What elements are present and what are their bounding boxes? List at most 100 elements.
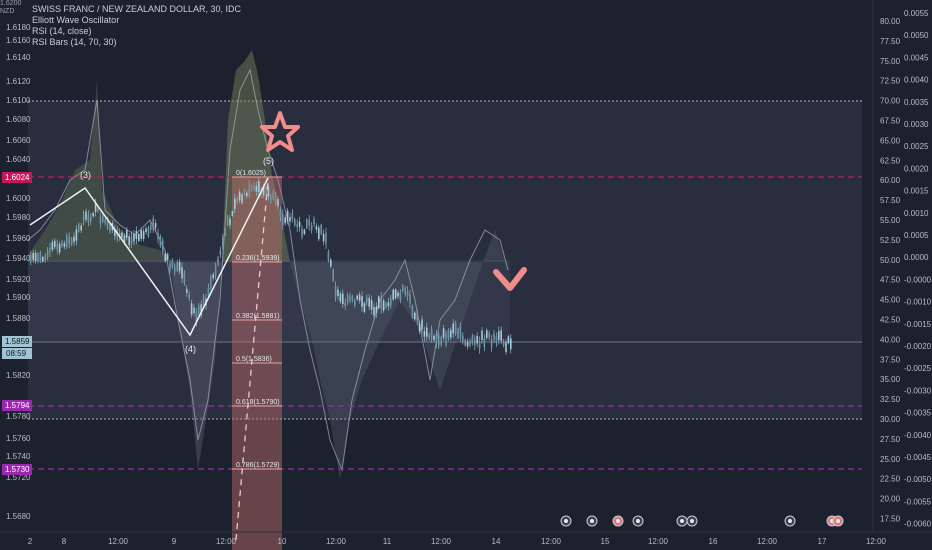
svg-text:08:59: 08:59 bbox=[6, 349, 27, 358]
candle-body bbox=[390, 298, 392, 306]
elliott-wave-line bbox=[29, 177, 269, 337]
price-tick: 1.6120 bbox=[6, 77, 31, 86]
rsi-tick: 65.00 bbox=[880, 136, 901, 145]
rsi-tick: 75.00 bbox=[880, 57, 901, 66]
price-axis[interactable]: 1.6180 1.6160 1.6140 1.6120 1.6100 1.6080 1.60… bbox=[6, 23, 31, 521]
candle-body bbox=[286, 210, 289, 222]
candle-body bbox=[474, 339, 476, 346]
candle-body bbox=[176, 262, 178, 270]
candle-body bbox=[49, 247, 51, 253]
candle-body bbox=[246, 192, 248, 197]
candle-body bbox=[135, 231, 138, 240]
candle-body bbox=[327, 251, 330, 261]
rsi-tick: 52.50 bbox=[880, 236, 901, 245]
price-axis-header: 1.6200 NZD bbox=[0, 0, 24, 16]
wave-label-3: (3) bbox=[80, 170, 91, 180]
rsi-tick: 70.00 bbox=[880, 97, 901, 106]
candle-body bbox=[34, 252, 37, 262]
ewo-tick: -0.0035 bbox=[904, 409, 932, 418]
price-tick: 1.6080 bbox=[6, 115, 31, 124]
candle-body bbox=[495, 335, 498, 344]
candle-body bbox=[445, 333, 447, 345]
candle-body bbox=[298, 221, 301, 227]
candle-body bbox=[392, 289, 394, 300]
rsi-axis[interactable]: 80.00 77.50 75.00 72.50 70.00 67.50 65.00 62.50… bbox=[880, 17, 901, 524]
time-tick: 16 bbox=[709, 537, 718, 546]
time-tick: 12:00 bbox=[431, 537, 452, 546]
candle-body bbox=[188, 293, 190, 299]
candle-body bbox=[440, 337, 442, 346]
candle-body bbox=[102, 214, 104, 223]
candle-body bbox=[46, 250, 49, 258]
candle-body bbox=[476, 336, 478, 344]
price-tick: 1.6140 bbox=[6, 53, 31, 62]
candle-body bbox=[493, 333, 495, 340]
rsi-tick: 35.00 bbox=[880, 375, 901, 384]
price-tick: 1.6100 bbox=[6, 96, 31, 105]
candle-body bbox=[70, 238, 73, 245]
candle-body bbox=[294, 218, 296, 226]
candle-body bbox=[330, 259, 332, 267]
ewo-tick: 0.0035 bbox=[904, 98, 929, 107]
time-tick: 17 bbox=[818, 537, 827, 546]
time-tick: 14 bbox=[492, 537, 501, 546]
ewo-axis[interactable]: 0.0055 0.0050 0.0045 0.0040 0.0035 0.0030 0.00… bbox=[904, 9, 932, 529]
candle-body bbox=[478, 341, 481, 349]
wave-label-4: (4) bbox=[185, 344, 196, 354]
candle-body bbox=[428, 334, 430, 339]
event-flag-dot bbox=[636, 519, 640, 523]
candle-body bbox=[447, 330, 450, 339]
candle-body bbox=[344, 302, 346, 307]
chart-legend[interactable]: SWISS FRANC / NEW ZEALAND DOLLAR, 30, ID… bbox=[32, 4, 241, 48]
candle-body bbox=[380, 296, 382, 309]
event-flags[interactable] bbox=[560, 515, 844, 527]
candle-body bbox=[212, 274, 214, 278]
candlestick-series bbox=[30, 177, 512, 355]
candle-body bbox=[279, 210, 282, 218]
ewo-tick: -0.0010 bbox=[904, 298, 932, 307]
ewo-cloud-green bbox=[28, 80, 170, 262]
candle-body bbox=[370, 300, 373, 310]
rsi-tick: 30.00 bbox=[880, 415, 901, 424]
candle-body bbox=[366, 297, 368, 303]
candle-body bbox=[337, 289, 339, 296]
candle-body bbox=[385, 303, 387, 308]
candle-body bbox=[150, 225, 152, 230]
rsi-tick: 37.50 bbox=[880, 355, 901, 364]
svg-text:1.5794: 1.5794 bbox=[5, 401, 30, 410]
candle-body bbox=[488, 332, 490, 338]
candle-body bbox=[198, 306, 200, 315]
candle-body bbox=[174, 267, 176, 272]
indicator-rsi-bars[interactable]: RSI Bars (14, 70, 30) bbox=[32, 37, 117, 47]
candle-body bbox=[361, 296, 363, 307]
candle-body bbox=[454, 322, 457, 335]
candle-body bbox=[241, 194, 243, 203]
candle-body bbox=[486, 330, 488, 338]
candle-body bbox=[97, 206, 99, 212]
ewo-tick: -0.0015 bbox=[904, 320, 932, 329]
fib-level-label: 0.618(1.5790) bbox=[236, 399, 280, 406]
candle-body bbox=[94, 203, 97, 212]
candle-body bbox=[368, 297, 370, 307]
fib-level-label: 0.786(1.5729) bbox=[236, 462, 280, 469]
price-tick: 1.6180 bbox=[6, 23, 31, 32]
price-tick: 1.5980 bbox=[6, 213, 31, 222]
ewo-cloud-grey-2 bbox=[290, 230, 505, 480]
fib-level-label: 0.236(1.5939) bbox=[236, 255, 280, 262]
candle-body bbox=[282, 213, 284, 226]
candle-body bbox=[121, 232, 123, 238]
time-axis[interactable]: 2 8 12:00 9 12:00 10 12:00 11 12:00 14 12:00 15 12:0… bbox=[28, 537, 887, 546]
ewo-tick: -0.0045 bbox=[904, 453, 932, 462]
candle-body bbox=[354, 300, 356, 307]
indicator-ewo[interactable]: Elliott Wave Oscillator bbox=[32, 15, 120, 25]
time-tick: 12:00 bbox=[757, 537, 778, 546]
candle-body bbox=[207, 288, 210, 296]
time-tick: 12:00 bbox=[541, 537, 562, 546]
candle-body bbox=[138, 234, 140, 242]
chart-title[interactable]: SWISS FRANC / NEW ZEALAND DOLLAR, 30, ID… bbox=[32, 4, 242, 14]
candle-body bbox=[430, 328, 433, 340]
ewo-cloud-green-2 bbox=[222, 50, 290, 262]
indicator-rsi[interactable]: RSI (14, close) bbox=[32, 26, 92, 36]
